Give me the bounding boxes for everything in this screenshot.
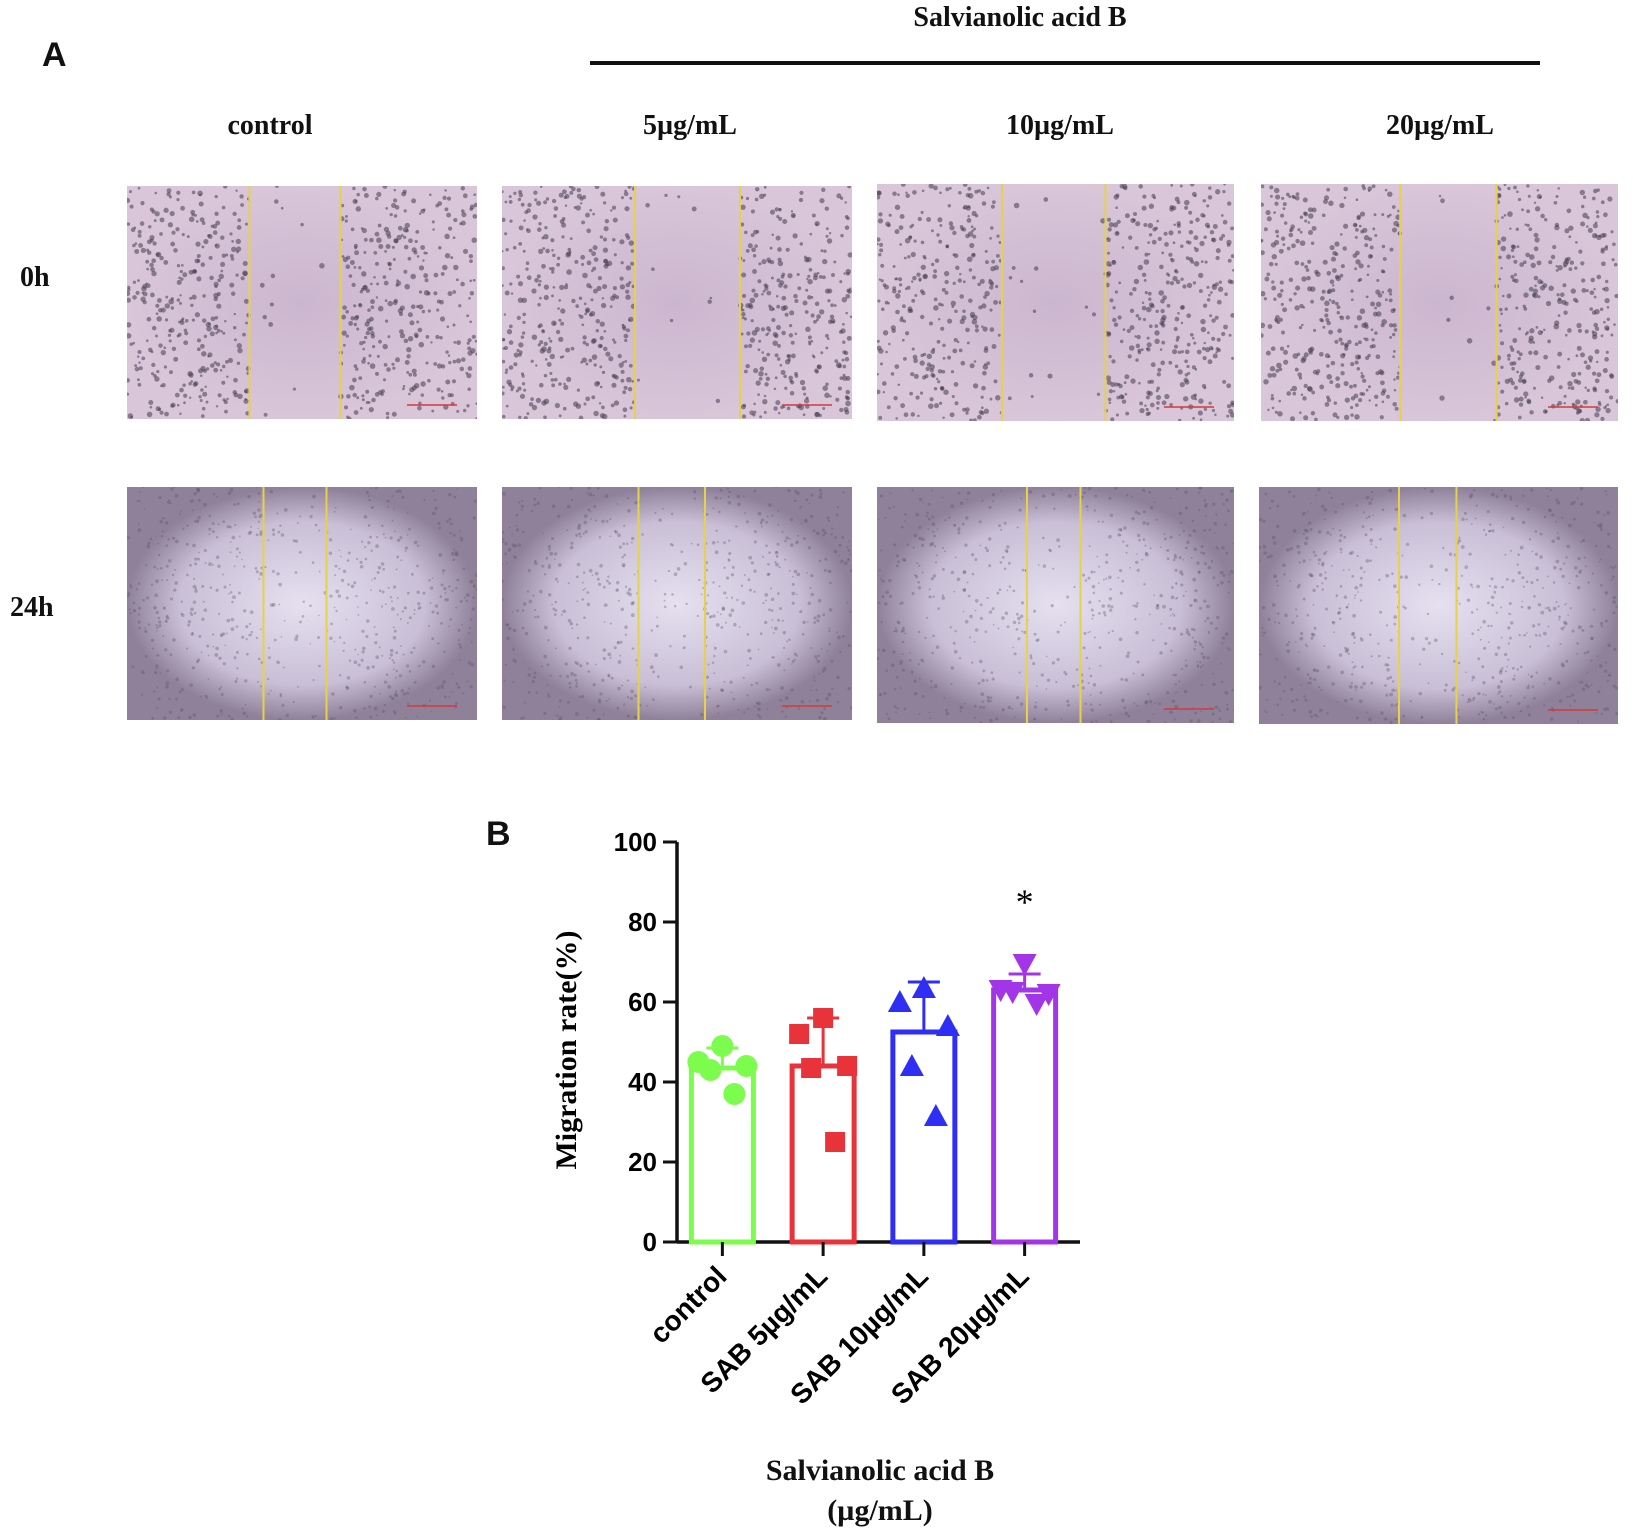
y-tick-label-60: 60	[628, 987, 657, 1017]
y-tick-label-80: 80	[628, 907, 657, 937]
data-point-0-0	[711, 1035, 734, 1057]
x-axis-label-line1: Salvianolic acid B	[765, 1454, 995, 1487]
row-label-0h: 0h	[20, 262, 50, 293]
micrograph-20-24h	[1259, 487, 1618, 724]
panel-b-letter: B	[486, 815, 511, 853]
micrograph-5-0h	[502, 186, 852, 419]
data-point-3-2	[1036, 984, 1061, 1006]
micrograph-control-0h	[127, 186, 477, 419]
bar-3	[991, 987, 1059, 1245]
bar-1	[789, 1063, 857, 1245]
y-tick-label-100: 100	[614, 827, 657, 857]
y-tick-label-20: 20	[628, 1147, 657, 1177]
y-tick-label-40: 40	[628, 1067, 657, 1097]
data-point-0-3	[699, 1059, 722, 1081]
micrograph-20-0h	[1261, 184, 1618, 421]
micrograph-10-24h	[877, 487, 1234, 723]
x-axis-label-line2: (µg/mL)	[827, 1494, 933, 1527]
data-point-3-0	[1012, 954, 1037, 976]
data-point-2-4	[923, 1104, 948, 1126]
column-label-10: 10µg/mL	[1006, 110, 1114, 141]
data-point-2-3	[899, 1054, 924, 1076]
y-axis-label: Migration rate(%)	[550, 930, 583, 1169]
significance-mark-3: *	[1016, 882, 1034, 922]
data-point-1-0	[813, 1008, 834, 1028]
data-point-0-4	[723, 1083, 746, 1105]
micrograph-10-0h	[877, 184, 1234, 421]
group-bracket-line	[590, 61, 1540, 65]
column-label-5: 5µg/mL	[643, 110, 737, 141]
data-point-1-4	[825, 1132, 846, 1152]
row-label-24h: 24h	[10, 592, 54, 623]
data-point-3-4	[1024, 994, 1049, 1016]
panel-a-letter: A	[42, 36, 67, 74]
data-point-1-1	[789, 1024, 810, 1044]
column-label-control: control	[227, 110, 313, 141]
data-point-0-2	[735, 1055, 758, 1077]
data-point-3-3	[1000, 982, 1025, 1004]
data-point-2-0	[911, 976, 936, 998]
data-point-2-1	[887, 990, 912, 1012]
column-label-20: 20µg/mL	[1386, 110, 1494, 141]
data-point-1-2	[837, 1056, 858, 1076]
x-category-label-0: control	[644, 1260, 733, 1349]
data-point-1-3	[801, 1058, 822, 1078]
data-point-2-2	[935, 1014, 960, 1036]
y-tick-label-0: 0	[643, 1227, 657, 1257]
bar-2	[890, 1029, 958, 1245]
micrograph-5-24h	[502, 487, 852, 720]
group-label: Salvianolic acid B	[913, 2, 1127, 33]
micrograph-control-24h	[127, 487, 477, 720]
